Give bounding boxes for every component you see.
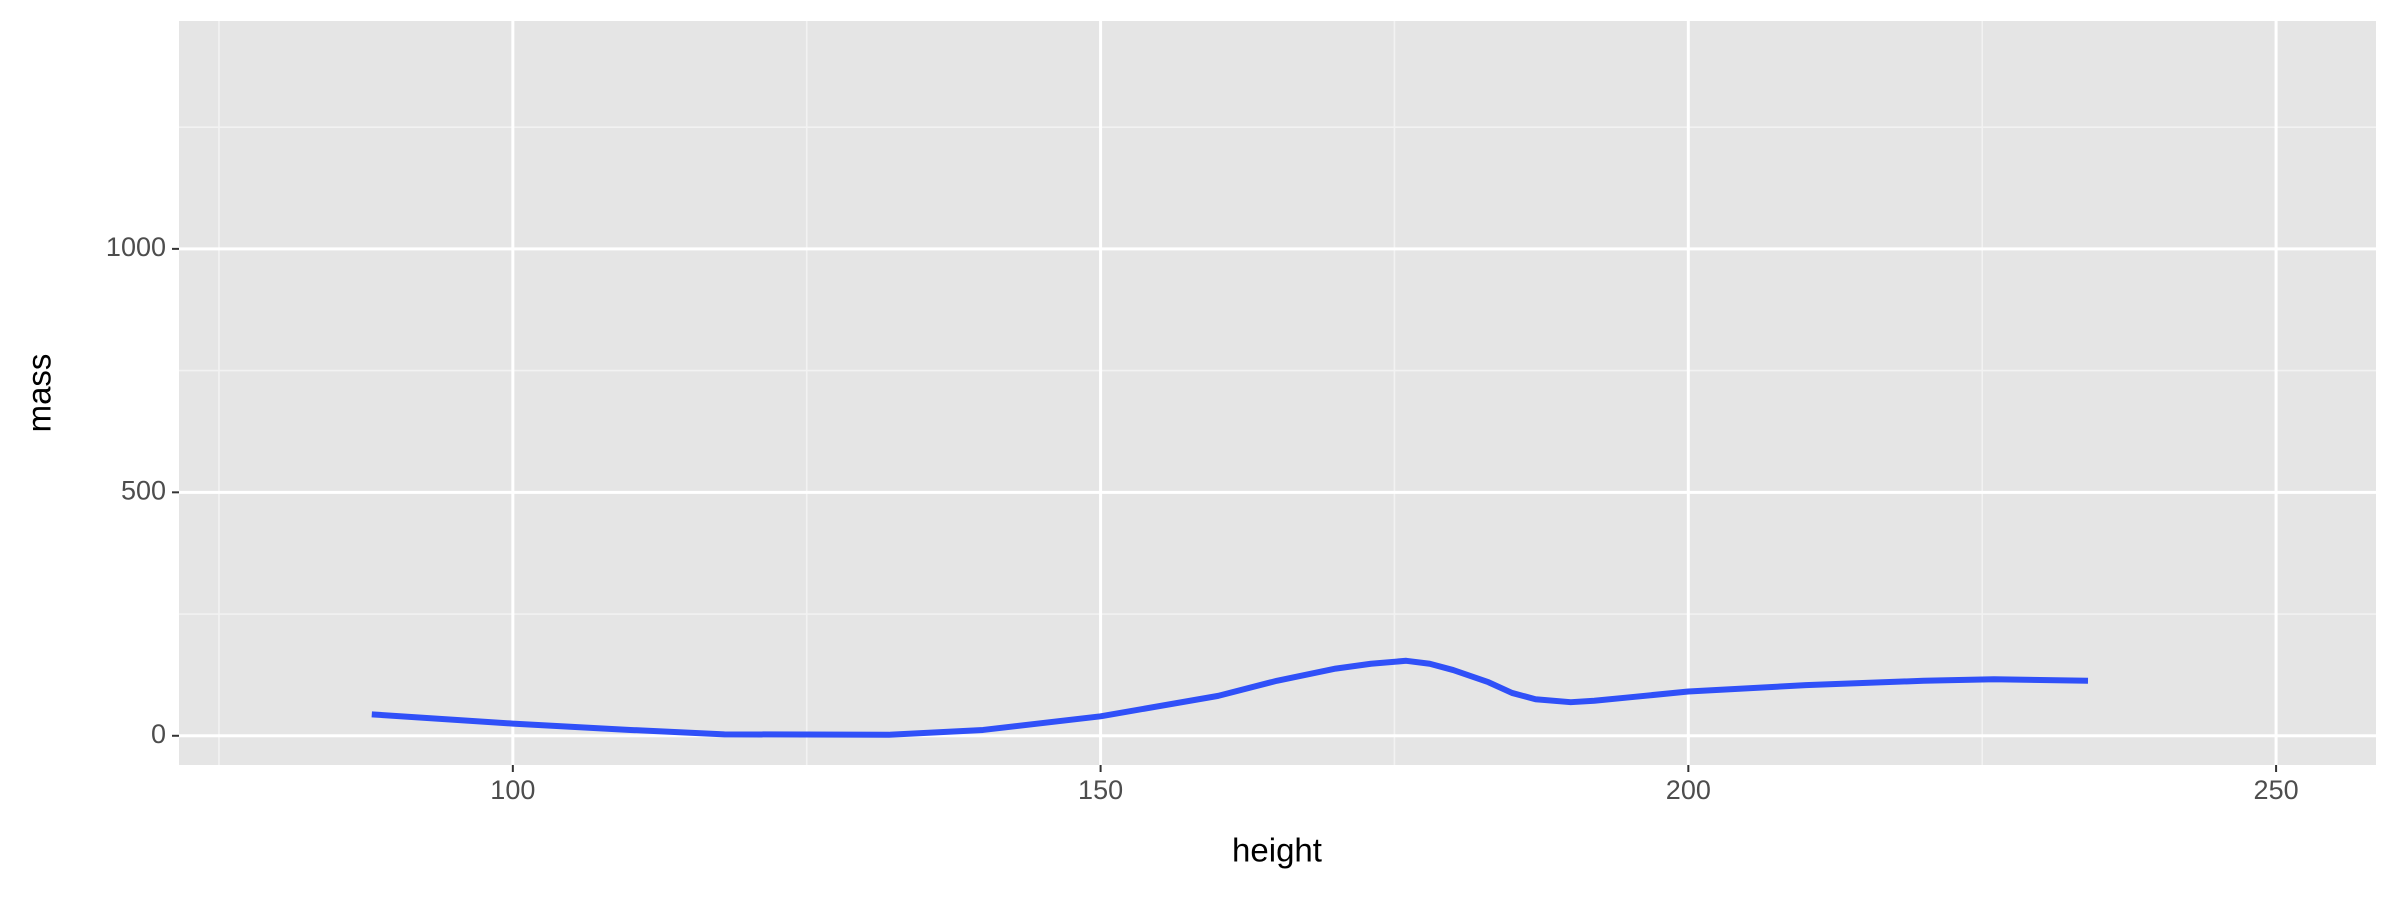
x-axis-title: height xyxy=(1232,832,1322,869)
y-axis-title: mass xyxy=(21,354,58,433)
line xyxy=(371,657,2089,738)
y-tick-label: 0 xyxy=(151,719,166,749)
y-tick-label: 500 xyxy=(121,475,166,505)
x-tick-label: 100 xyxy=(490,775,535,805)
x-tick-label: 250 xyxy=(2254,775,2299,805)
y-tick-label: 1000 xyxy=(106,232,166,262)
x-tick-label: 200 xyxy=(1666,775,1711,805)
x-tick-label: 150 xyxy=(1078,775,1123,805)
plot-panel xyxy=(179,21,2376,765)
